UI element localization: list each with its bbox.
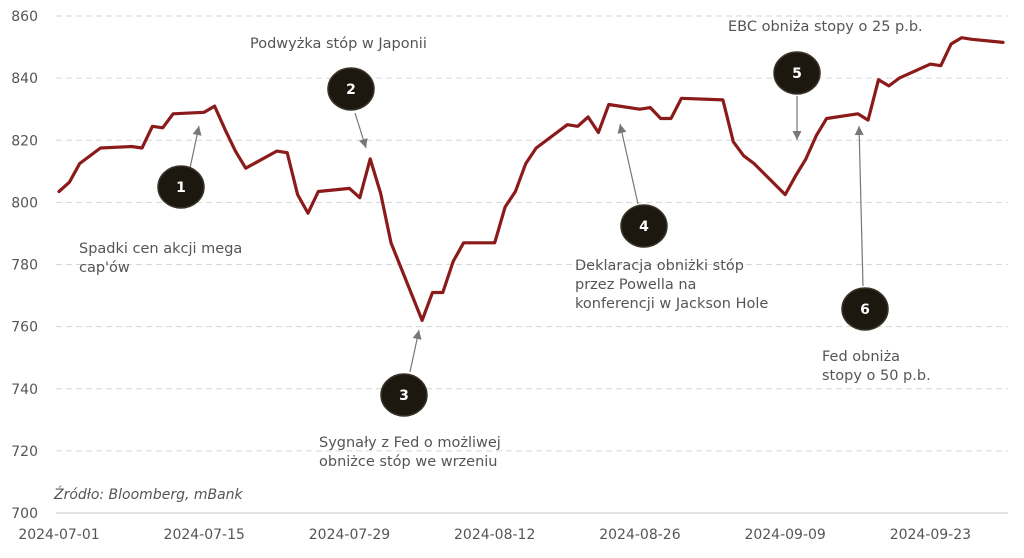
marker-circle — [157, 165, 205, 209]
annotation-note-line: Spadki cen akcji mega — [79, 241, 242, 257]
annotation-marker-1: 1 — [157, 165, 205, 209]
x-tick-label: 2024-09-23 — [890, 527, 971, 543]
annotation-arrowhead-2 — [359, 138, 368, 148]
annotation-notes: Spadki cen akcji mega cap'ów Podwyżka stóp… — [79, 19, 931, 470]
marker-circle — [773, 51, 821, 95]
y-tick-label: 720 — [11, 444, 38, 460]
annotation-marker-3: 3 — [380, 373, 428, 417]
annotation-note-2: Podwyżka stóp w Japonii — [250, 36, 427, 52]
marker-circle — [380, 373, 428, 417]
annotation-note-line: konferencji w Jackson Hole — [575, 296, 768, 312]
annotation-note-line: Deklaracja obniżki stóp — [575, 258, 744, 274]
annotation-markers: 1 2 3 4 5 6 — [157, 51, 889, 417]
annotation-note-line: Sygnały z Fed o możliwej — [319, 435, 501, 451]
y-tick-label: 740 — [11, 382, 38, 398]
annotation-note-line: obniżce stóp we wrzeniu — [319, 454, 497, 470]
annotation-arrowhead-6 — [854, 126, 864, 136]
annotation-marker-5: 5 — [773, 51, 821, 95]
annotation-marker-4: 4 — [620, 204, 668, 248]
annotation-arrows — [189, 96, 864, 373]
annotation-note-line: stopy o 50 p.b. — [822, 368, 931, 384]
y-axis-ticks: 700 720 740 760 780 800 820 840 860 — [11, 9, 38, 522]
marker-number: 5 — [792, 66, 802, 82]
x-tick-label: 2024-07-29 — [309, 527, 390, 543]
x-tick-label: 2024-08-26 — [599, 527, 680, 543]
marker-circle — [620, 204, 668, 248]
marker-number: 1 — [176, 180, 186, 196]
marker-number: 4 — [639, 219, 649, 235]
annotation-note-4: Deklaracja obniżki stóp przez Powella na k… — [575, 258, 768, 312]
x-tick-label: 2024-09-09 — [744, 527, 825, 543]
annotation-arrowhead-3 — [412, 330, 422, 340]
y-tick-label: 780 — [11, 258, 38, 274]
annotation-arrowhead-5 — [792, 131, 802, 140]
marker-number: 3 — [399, 388, 409, 404]
y-tick-label: 800 — [11, 195, 38, 211]
annotation-marker-2: 2 — [327, 67, 375, 111]
annotation-arrow-4 — [619, 123, 639, 205]
x-axis-ticks: 2024-07-01 2024-07-15 2024-07-29 2024-08-12… — [18, 527, 971, 543]
annotation-note-line: przez Powella na — [575, 277, 696, 293]
annotation-arrowhead-4 — [617, 124, 627, 134]
annotation-note-6: Fed obniża stopy o 50 p.b. — [822, 349, 931, 384]
y-tick-label: 700 — [11, 506, 38, 522]
grid-lines — [56, 15, 1008, 514]
annotation-note-line: cap'ów — [79, 260, 130, 276]
marker-circle — [327, 67, 375, 111]
y-tick-label: 860 — [11, 9, 38, 25]
annotation-note-3: Sygnały z Fed o możliwej obniżce stóp we … — [319, 435, 501, 470]
annotation-note-line: EBC obniża stopy o 25 p.b. — [728, 19, 923, 35]
x-tick-label: 2024-08-12 — [454, 527, 535, 543]
annotation-arrowhead-1 — [192, 126, 202, 136]
series-line — [57, 36, 1005, 322]
y-tick-label: 820 — [11, 133, 38, 149]
x-tick-label: 2024-07-15 — [164, 527, 245, 543]
annotation-note-5: EBC obniża stopy o 25 p.b. — [728, 19, 923, 35]
marker-number: 6 — [860, 302, 870, 318]
annotation-arrow-6 — [858, 125, 864, 287]
annotation-note-line: Podwyżka stóp w Japonii — [250, 36, 427, 52]
source-note: Źródło: Bloomberg, mBank — [53, 485, 244, 503]
marker-number: 2 — [346, 82, 356, 98]
annotation-note-line: Fed obniża — [822, 349, 900, 365]
y-tick-label: 840 — [11, 71, 38, 87]
annotation-note-1: Spadki cen akcji mega cap'ów — [79, 241, 242, 276]
marker-circle — [841, 287, 889, 331]
annotation-marker-6: 6 — [841, 287, 889, 331]
x-tick-label: 2024-07-01 — [18, 527, 99, 543]
y-tick-label: 760 — [11, 320, 38, 336]
